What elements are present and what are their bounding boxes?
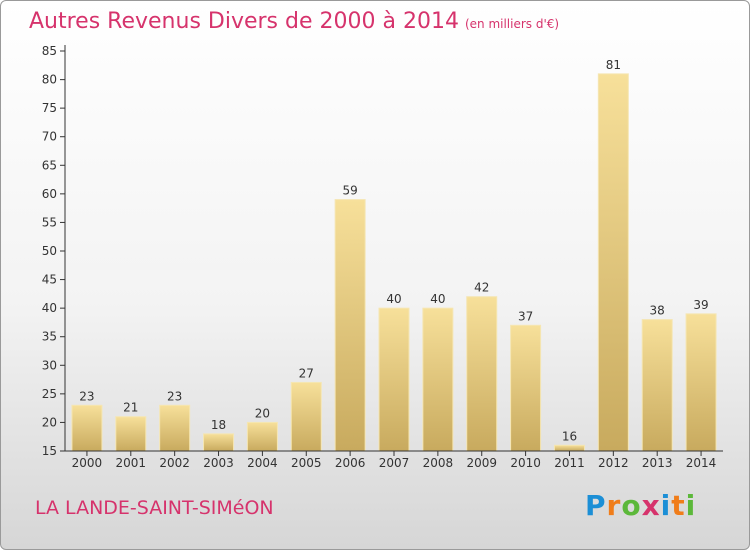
data-label-2006: 59	[342, 184, 357, 198]
y-tick-label: 45	[42, 273, 57, 287]
x-axis: 2000 2001 2002 2003 2004 2005 2006 2007 2008 2009…	[65, 450, 723, 470]
commune-name: LA LANDE-SAINT-SIMéON	[35, 497, 274, 519]
logo-letter: t	[671, 489, 686, 522]
y-tick-label: 55	[42, 215, 57, 229]
logo-letter: x	[641, 489, 661, 522]
data-label-2002: 23	[167, 389, 182, 403]
x-tick-label: 2007	[379, 456, 410, 470]
x-tick-label: 2014	[686, 456, 717, 470]
data-label-2010: 37	[518, 309, 533, 323]
y-tick-label: 60	[42, 187, 57, 201]
data-label-2009: 42	[474, 281, 489, 295]
bar-2014	[685, 313, 717, 452]
data-label-2001: 21	[123, 401, 138, 415]
x-tick-label: 2013	[642, 456, 673, 470]
chart-title: Autres Revenus Divers de 2000 à 2014 (en …	[29, 9, 559, 34]
x-tick-label: 2011	[554, 456, 585, 470]
x-tick-label: 2001	[116, 456, 147, 470]
x-tick-label: 2000	[72, 456, 103, 470]
bars: 23 21 23 18 20 27 59 40 40 42 37 16 81 38 39	[71, 58, 717, 452]
bar-2005	[290, 381, 322, 452]
logo-letter: i	[660, 489, 672, 522]
bar-2010	[510, 324, 542, 452]
data-label-2013: 38	[650, 304, 665, 318]
bar-2011	[553, 444, 585, 452]
y-tick-label: 15	[42, 444, 57, 458]
y-tick-label: 25	[42, 387, 57, 401]
data-label-2005: 27	[299, 366, 314, 380]
y-tick-label: 65	[42, 158, 57, 172]
x-tick-label: 2010	[510, 456, 541, 470]
y-tick-label: 50	[42, 244, 57, 258]
bar-2008	[422, 307, 454, 452]
logo-letter: P	[585, 489, 607, 522]
data-label-2004: 20	[255, 406, 270, 420]
y-tick-label: 70	[42, 130, 57, 144]
data-label-2003: 18	[211, 418, 226, 432]
bar-2001	[115, 416, 147, 452]
x-tick-label: 2003	[203, 456, 234, 470]
bar-2007	[378, 307, 410, 452]
x-tick-label: 2006	[335, 456, 366, 470]
x-tick-label: 2012	[598, 456, 629, 470]
bar-2013	[641, 319, 673, 452]
x-tick-label: 2004	[247, 456, 278, 470]
x-tick-label: 2005	[291, 456, 322, 470]
logo-letter: o	[621, 489, 642, 522]
data-label-2007: 40	[386, 292, 401, 306]
data-label-2000: 23	[79, 389, 94, 403]
proxiti-logo: Proxiti	[585, 489, 696, 522]
y-tick-label: 35	[42, 330, 57, 344]
bar-2006	[334, 199, 366, 452]
y-tick-label: 85	[42, 44, 57, 58]
y-tick-label: 80	[42, 73, 57, 87]
x-tick-label: 2008	[423, 456, 454, 470]
x-tick-label: 2009	[466, 456, 497, 470]
bar-2002	[159, 404, 191, 452]
chart-title-text: Autres Revenus Divers de 2000 à 2014	[29, 9, 459, 34]
logo-letter: r	[606, 489, 622, 522]
bar-2003	[203, 433, 235, 452]
bar-2009	[466, 296, 498, 452]
y-tick-label: 30	[42, 358, 57, 372]
data-label-2014: 39	[693, 298, 708, 312]
data-label-2011: 16	[562, 429, 577, 443]
bar-2004	[246, 421, 278, 452]
bar-2012	[597, 73, 629, 452]
y-axis: 15 20 25 30 35 40 45 50 55 60 65 70 75 80 85	[42, 44, 66, 458]
y-tick-label: 75	[42, 101, 57, 115]
chart-subtitle: (en milliers d'€)	[464, 17, 560, 31]
y-tick-label: 20	[42, 415, 57, 429]
y-tick-label: 40	[42, 301, 57, 315]
data-label-2012: 81	[606, 58, 621, 72]
bar-2000	[71, 404, 103, 452]
x-tick-label: 2002	[159, 456, 190, 470]
logo-letter: i	[685, 489, 697, 522]
data-label-2008: 40	[430, 292, 445, 306]
